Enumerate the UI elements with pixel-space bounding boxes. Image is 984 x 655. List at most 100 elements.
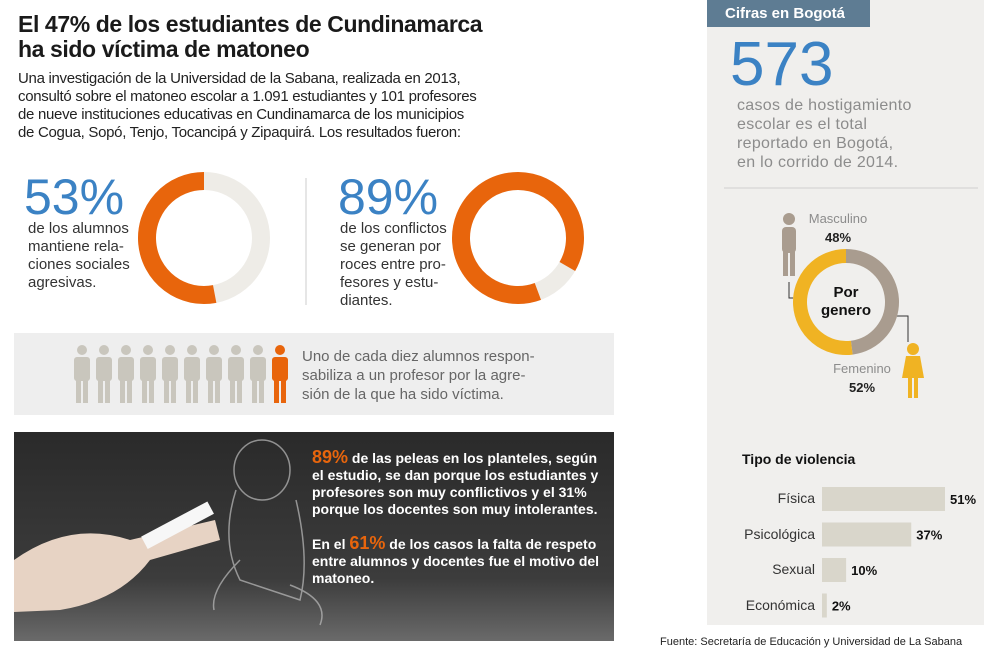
intro: Una investigación de la Universidad de l… (18, 70, 477, 142)
intro-line: Una investigación de la Universidad de l… (18, 70, 461, 87)
value-label: 48% (824, 230, 852, 245)
title: El 47% de los estudiantes de Cundinamarc… (18, 11, 483, 62)
bar (822, 522, 912, 547)
person-leg (142, 378, 147, 403)
category-label: Sexual (772, 561, 815, 577)
intro-line: de Cogua, Sopó, Tenjo, Tocancipá y Zipaq… (18, 124, 461, 141)
chart-title: Tipo de violencia (742, 451, 856, 467)
value-label: 10% (851, 563, 877, 578)
text-line: Uno de cada diez alumnos respon- (302, 348, 535, 365)
person-leg (171, 378, 176, 403)
legend-label: Femenino (833, 361, 891, 376)
woman-icon (902, 343, 924, 398)
text-line: sabiliza a un profesor por la agre- (302, 367, 526, 384)
highlight: 61% (349, 533, 386, 553)
value-label: 51% (950, 492, 976, 507)
stat-caption: de los conflictos se generan por roces ent… (340, 220, 447, 310)
source: Fuente: Secretaría de Educación y Univer… (660, 636, 963, 648)
dark-text: 89% de las peleas en los planteles, segú… (312, 447, 608, 604)
person-leg (208, 378, 213, 403)
person-leg (76, 378, 81, 403)
intro-line: de nueve instituciones educativas en Cun… (18, 106, 465, 123)
person-leg (230, 378, 235, 403)
person-leg (281, 378, 286, 403)
text-line: escolar es el total (737, 116, 868, 133)
person-leg (186, 378, 191, 403)
person-leg (237, 378, 242, 403)
stat-value: 53% (24, 169, 125, 225)
chalk (141, 501, 214, 550)
caption-line: de los conflictos (340, 220, 447, 237)
text: de las peleas en los planteles, según el… (312, 450, 599, 517)
hand (14, 520, 220, 612)
value-label: 37% (916, 528, 942, 543)
intro-line: consultó sobre el matoneo escolar a 1.09… (18, 88, 477, 105)
person-body (250, 357, 266, 381)
person-body (140, 357, 156, 381)
bar (822, 558, 847, 582)
category-label: Psicológica (744, 525, 815, 542)
legend-label: Masculino (808, 211, 868, 226)
person-head (165, 345, 175, 355)
person-leg (274, 378, 279, 403)
sidebar-bg (707, 0, 984, 625)
chalk-illustration (212, 439, 323, 626)
person-body (272, 357, 288, 381)
bar (822, 487, 945, 511)
person-leg (259, 378, 264, 403)
title-line: El 47% de los estudiantes de Cundinamarc… (18, 11, 483, 37)
people-text: Uno de cada diez alumnos respon- sabiliz… (302, 347, 535, 404)
caption-line: diantes. (340, 292, 393, 309)
caption-line: fesores y estu- (340, 274, 439, 291)
donut-segment (138, 172, 217, 304)
caption-line: se generan por (340, 238, 441, 255)
donut-segment (452, 172, 584, 304)
caption-line: ciones sociales (28, 256, 130, 273)
text-line: en lo corrido de 2014. (737, 154, 899, 171)
caption-line: mantiene rela- (28, 238, 124, 255)
person-leg (127, 378, 132, 403)
sidebar-number: 573 (730, 30, 834, 99)
stat-caption: de los alumnos mantiene rela-ciones socia… (28, 220, 130, 292)
text: En el (312, 536, 350, 552)
value-label: 52% (848, 380, 876, 395)
sidebar-text: casos de hostigamiento escolar es el tot… (737, 96, 912, 172)
person-body (206, 357, 222, 381)
caption-line: de los alumnos (28, 220, 129, 237)
stat-value: 89% (338, 169, 439, 225)
person-head (77, 345, 87, 355)
man-icon (782, 213, 796, 276)
caption-line: agresivas. (28, 274, 97, 291)
person-leg (193, 378, 198, 403)
person-leg (105, 378, 110, 403)
highlight: 89% (312, 447, 349, 467)
person-leg (252, 378, 257, 403)
paragraph: 89% de las peleas en los planteles, segú… (312, 447, 608, 518)
title-line: ha sido víctima de matoneo (18, 36, 310, 62)
person-leg (120, 378, 125, 403)
donut-segment (845, 249, 899, 355)
person-head (231, 345, 241, 355)
center-label: Por genero (820, 284, 871, 319)
bar (822, 593, 827, 618)
person-body (118, 357, 134, 381)
person-leg (83, 378, 88, 403)
person-head (99, 345, 109, 355)
person-body (162, 357, 178, 381)
donut-segment (793, 249, 853, 355)
person-leg (149, 378, 154, 403)
person-head (209, 345, 219, 355)
person-head (275, 345, 285, 355)
person-body (228, 357, 244, 381)
category-label: Física (777, 490, 815, 506)
person-leg (98, 378, 103, 403)
text-line: sión de la que ha sido víctima. (302, 386, 504, 403)
person-head (253, 345, 263, 355)
person-body (96, 357, 112, 381)
person-body (74, 357, 90, 381)
people-icons (74, 345, 288, 403)
value-label: 2% (832, 599, 851, 614)
text-line: reportado en Bogotá, (737, 135, 894, 152)
